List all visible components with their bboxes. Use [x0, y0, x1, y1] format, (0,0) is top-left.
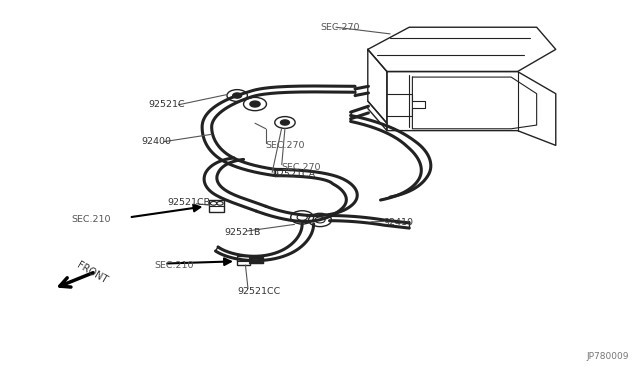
- FancyBboxPatch shape: [209, 201, 225, 212]
- FancyBboxPatch shape: [237, 256, 250, 265]
- Circle shape: [250, 101, 260, 107]
- Text: 92400: 92400: [141, 137, 172, 146]
- Text: JP780009: JP780009: [586, 352, 629, 361]
- Circle shape: [280, 120, 289, 125]
- Text: 92521CB: 92521CB: [167, 198, 210, 207]
- Text: 92521C: 92521C: [148, 100, 184, 109]
- Text: 92521CC: 92521CC: [237, 287, 280, 296]
- Circle shape: [233, 93, 242, 98]
- Text: 92521CA: 92521CA: [272, 170, 316, 179]
- Text: SEC.270: SEC.270: [282, 163, 321, 172]
- Text: SEC.210: SEC.210: [154, 261, 194, 270]
- Text: FRONT: FRONT: [75, 260, 109, 285]
- Text: SEC.270: SEC.270: [320, 23, 360, 32]
- Text: 92410: 92410: [384, 218, 413, 227]
- Text: SEC.210: SEC.210: [72, 215, 111, 224]
- Text: SEC.270: SEC.270: [266, 141, 305, 150]
- Text: 92521B: 92521B: [225, 228, 260, 237]
